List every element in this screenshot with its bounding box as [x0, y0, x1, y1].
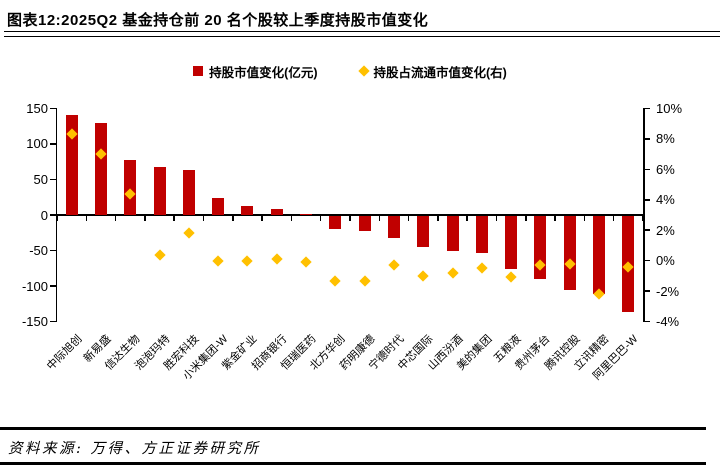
x-axis-category-tick: [144, 216, 146, 221]
x-axis-category-tick: [202, 216, 205, 221]
diamond-marker: [300, 256, 312, 268]
y-axis-right-tick: [644, 168, 650, 171]
x-axis-category-tick: [612, 216, 615, 221]
chart-legend: 持股市值变化(亿元) 持股占流通市值变化(右): [57, 61, 643, 81]
red-square-icon: [193, 66, 204, 76]
y-axis-left-tick-label: 150: [26, 100, 48, 116]
footer-divider-top: [0, 427, 706, 430]
y-axis-left-tick-label: -50: [29, 243, 48, 259]
x-axis-category-tick: [114, 216, 117, 221]
x-axis-category-tick: [85, 216, 88, 221]
x-axis-category-tick: [642, 216, 644, 221]
x-axis-category-tick: [466, 216, 468, 221]
y-axis-right-tick-label: 2%: [656, 222, 675, 238]
x-axis-category-tick: [495, 216, 498, 221]
x-axis-category-tick: [261, 216, 263, 221]
diamond-marker: [505, 271, 517, 284]
diamond-marker: [417, 270, 429, 282]
x-axis-category-tick: [173, 216, 175, 221]
legend-item-bar-series: 持股市值变化(亿元): [193, 62, 318, 81]
x-axis-category-tick: [378, 216, 381, 221]
x-axis-category-tick: [56, 216, 58, 221]
bar: [475, 216, 488, 254]
y-axis-left-tick: [50, 285, 56, 287]
bar: [387, 216, 400, 239]
figure-title: 图表12:2025Q2 基金持仓前 20 名个股较上季度持股市值变化: [7, 12, 429, 29]
y-axis-right-tick-label: -4%: [656, 314, 680, 330]
legend-item-diamond-series: 持股占流通市值变化(右): [357, 62, 507, 81]
y-axis-left-tick-label: -100: [21, 278, 48, 294]
bar: [446, 216, 459, 251]
diamond-marker: [153, 248, 166, 261]
bar: [65, 115, 78, 215]
bar: [505, 216, 518, 270]
bar: [329, 216, 342, 229]
bar: [358, 216, 371, 231]
y-axis-left-tick: [50, 107, 56, 110]
bar: [593, 216, 606, 294]
title-divider: [4, 31, 720, 37]
diamond-marker: [212, 255, 224, 267]
diamond-marker: [329, 274, 342, 287]
y-axis-right-tick: [644, 138, 650, 140]
bar: [182, 170, 195, 215]
bar: [270, 208, 283, 215]
y-axis-left-tick: [50, 214, 56, 216]
diamond-marker: [446, 267, 459, 279]
legend-diamond-series-label: 持股占流通市值变化(右): [373, 65, 507, 80]
y-axis-right-tick-label: -2%: [656, 283, 680, 299]
x-axis-category-tick: [554, 216, 556, 221]
diamond-marker: [183, 227, 195, 239]
bar: [124, 160, 137, 215]
y-axis-right-tick: [644, 320, 650, 323]
bar: [563, 216, 576, 291]
bar: [300, 214, 313, 215]
x-axis-category-tick: [349, 216, 351, 221]
y-axis-right-tick: [644, 259, 650, 262]
x-axis-category-tick: [290, 216, 293, 221]
x-axis-category-tick: [232, 216, 234, 221]
footer-divider-bottom: [0, 462, 706, 465]
diamond-marker: [476, 262, 488, 275]
diamond-marker: [358, 274, 371, 287]
bar: [94, 123, 107, 215]
y-axis-right-tick-label: 8%: [656, 131, 675, 147]
y-axis-left-tick-label: 100: [26, 136, 48, 152]
y-axis-left-tick-label: 50: [33, 171, 48, 187]
y-axis-left-tick: [50, 249, 56, 252]
x-axis-category-tick: [437, 216, 439, 221]
bar: [241, 206, 254, 215]
bar: [417, 216, 430, 247]
diamond-marker: [241, 255, 254, 267]
bar: [212, 197, 225, 215]
y-axis-right-tick-label: 4%: [656, 192, 675, 208]
y-axis-left-tick: [50, 178, 56, 181]
source-note: 资料来源: 万得、方正证券研究所: [8, 441, 261, 457]
x-axis-zero-line: [55, 214, 645, 216]
y-axis-right-tick-label: 10%: [656, 100, 683, 116]
x-axis-category-tick: [407, 216, 410, 221]
bar: [153, 167, 166, 215]
y-axis-right-tick-label: 6%: [656, 161, 675, 177]
y-axis-left-tick-label: -150: [21, 314, 48, 330]
x-axis-category-tick: [525, 216, 527, 221]
y-axis-left-tick-label: 0: [40, 207, 48, 223]
y-axis-right-tick: [644, 107, 650, 110]
y-axis-right-tick: [644, 199, 650, 201]
y-axis-right-tick-label: 0%: [656, 253, 675, 269]
x-axis-category-tick: [583, 216, 586, 221]
x-axis-category-tick: [319, 216, 322, 221]
y-axis-right-tick: [644, 290, 650, 292]
y-axis-right-tick: [644, 229, 650, 231]
diamond-marker: [388, 259, 400, 271]
legend-bar-series-label: 持股市值变化(亿元): [209, 65, 318, 80]
diamond-marker: [271, 253, 283, 265]
y-axis-left-tick: [50, 143, 56, 145]
y-axis-left-tick: [50, 320, 56, 323]
